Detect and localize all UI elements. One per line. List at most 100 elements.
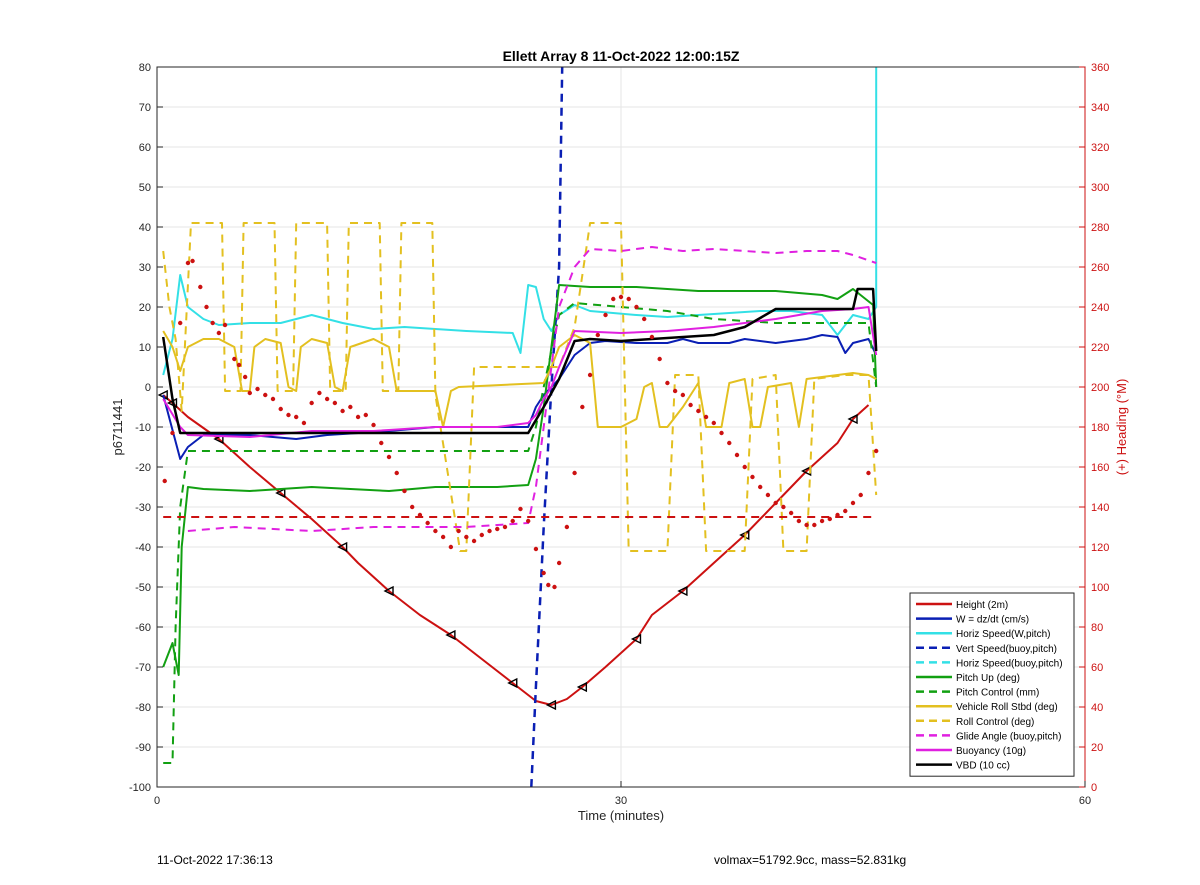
heading-point	[464, 534, 469, 540]
y-tick-label: 60	[139, 142, 151, 154]
x-axis-label: Time (minutes)	[578, 808, 664, 823]
heading-point	[162, 478, 167, 484]
heading-point	[595, 332, 600, 338]
heading-point	[518, 506, 523, 512]
y-tick-label: 10	[139, 342, 151, 354]
heading-point	[688, 402, 693, 408]
series-height	[162, 394, 870, 706]
heading-point	[734, 452, 740, 458]
y2-tick-label: 200	[1091, 382, 1109, 394]
heading-point	[440, 534, 446, 540]
heading-point	[471, 538, 477, 544]
heading-point	[495, 526, 500, 532]
series-w	[162, 334, 878, 460]
heading-point	[363, 412, 368, 418]
heading-point	[198, 284, 203, 290]
height-marker	[383, 585, 394, 597]
legend-label: Horiz Speed(buoy,pitch)	[956, 658, 1063, 669]
heading-point	[788, 510, 794, 516]
y2-tick-label: 80	[1091, 622, 1103, 634]
heading-point	[232, 356, 237, 362]
heading-point	[665, 380, 670, 386]
heading-point	[634, 304, 639, 310]
heading-point	[750, 474, 755, 480]
height-marker	[337, 541, 348, 553]
legend-label: Glide Angle (buoy,pitch)	[956, 731, 1061, 742]
heading-point	[425, 520, 430, 526]
heading-point	[502, 524, 508, 530]
y2-tick-label: 240	[1091, 302, 1109, 314]
heading-point	[657, 356, 662, 362]
heading-point	[719, 430, 724, 436]
height-marker	[275, 487, 286, 499]
y-tick-label: 0	[145, 382, 151, 394]
chart-title: Ellett Array 8 11-Oct-2022 12:00:15Z	[503, 48, 740, 64]
heading-point	[546, 582, 551, 588]
y2-tick-label: 280	[1091, 222, 1109, 234]
y-tick-label: 30	[139, 262, 151, 274]
heading-point	[727, 440, 732, 446]
legend-label: Horiz Speed(W,pitch)	[956, 629, 1050, 640]
series-buoyancy	[162, 306, 878, 438]
y-tick-label: -60	[135, 622, 151, 634]
legend-label: Roll Control (deg)	[956, 717, 1034, 728]
height-marker	[847, 413, 858, 425]
heading-point	[170, 430, 175, 436]
y-axis-label: p6711441	[110, 399, 125, 456]
heading-point	[603, 312, 608, 318]
heading-point	[703, 414, 709, 420]
series-horiz_w	[162, 67, 878, 376]
heading-point	[580, 404, 585, 410]
y2-axis-label: (+) Heading (°M)	[1114, 379, 1129, 476]
legend-box	[909, 592, 1075, 777]
heading-point	[242, 374, 248, 380]
legend: Height (2m) W = dz/dt (cm/s) Horiz Speed(W…	[909, 592, 1075, 777]
heading-point	[371, 422, 376, 428]
y-tick-label: -90	[135, 742, 151, 754]
y-tick-label: -30	[135, 502, 151, 514]
x-tick-label: 30	[615, 795, 627, 807]
y2-tick-label: 40	[1091, 702, 1103, 714]
heading-point	[222, 322, 228, 328]
heading-point	[680, 392, 686, 398]
heading-point	[796, 518, 802, 524]
ticks-layer: -100-90-80-70-60-50-40-30-20-10010203040…	[129, 62, 1109, 807]
heading-point	[332, 400, 338, 406]
heading-point	[835, 512, 840, 518]
footer-mass-info: volmax=51792.9cc, mass=52.831kg	[714, 853, 907, 867]
legend-label: W = dz/dt (cm/s)	[956, 615, 1029, 626]
heading-point	[618, 294, 624, 300]
height-marker	[545, 699, 557, 711]
heading-point	[510, 518, 515, 524]
legend-label: Pitch Up (deg)	[956, 673, 1020, 684]
height-marker	[576, 681, 588, 693]
y-tick-label: 70	[139, 102, 151, 114]
heading-point	[340, 408, 345, 414]
heading-point	[626, 296, 631, 302]
heading-point	[642, 316, 647, 322]
legend-label: VBD (10 cc)	[956, 761, 1010, 772]
footer-timestamp: 11-Oct-2022 17:36:13	[157, 853, 273, 867]
heading-point	[410, 504, 415, 510]
height-marker	[507, 677, 518, 689]
heading-point	[812, 522, 817, 528]
heading-point	[765, 492, 771, 498]
heading-point	[858, 492, 863, 498]
height-marker	[445, 629, 456, 641]
heading-point	[309, 400, 314, 406]
heading-point	[324, 396, 330, 402]
heading-point	[711, 420, 716, 426]
y2-tick-label: 300	[1091, 182, 1109, 194]
heading-point	[317, 390, 322, 396]
heading-point	[672, 388, 678, 394]
x-tick-label: 0	[154, 795, 160, 807]
heading-point	[355, 414, 361, 420]
heading-point	[216, 330, 222, 336]
series-roll_ctrl	[162, 222, 878, 552]
heading-point	[448, 544, 454, 550]
heading-point	[204, 304, 209, 310]
y-tick-label: 80	[139, 62, 151, 74]
y2-tick-label: 320	[1091, 142, 1109, 154]
heading-point	[827, 516, 832, 522]
heading-point	[386, 454, 392, 460]
